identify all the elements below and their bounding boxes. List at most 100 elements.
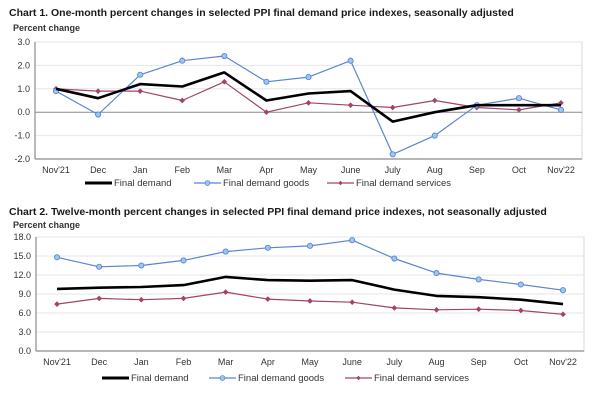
chart-2-point-final-demand-services	[96, 295, 102, 302]
chart-1-x-tick-label: Nov'21	[42, 165, 70, 175]
chart-1-x-tick-label: Aug	[427, 165, 443, 175]
chart-1-point-final-demand-goods	[347, 57, 354, 64]
chart-1-x-tick-label: Sep	[469, 165, 485, 175]
chart-2-x-tick-label: Aug	[428, 357, 444, 367]
chart-2-point-final-demand-goods	[222, 248, 229, 255]
chart-2-point-final-demand-services	[518, 307, 524, 314]
chart-2-point-final-demand-goods	[391, 255, 398, 262]
chart-1-point-final-demand-services	[516, 107, 522, 113]
chart-2-point-final-demand-services	[391, 305, 398, 311]
chart-2-plot: 18.0 15.0 12.0 9.0 6.0 3.0 0.0 Nov'21 Dec Jan Feb M…	[13, 232, 585, 384]
chart-2-x-tick-label: Feb	[176, 357, 192, 367]
chart-2-legend-item-final-demand-goods: Final demand goods	[209, 373, 324, 384]
chart-2-y-tick-label: 3.0	[18, 327, 31, 337]
chart-2-legend-label-final-demand-services: Final demand services	[374, 373, 469, 384]
chart-1-x-tick-label: Jan	[133, 165, 148, 175]
chart-2-x-tick-label: Sep	[471, 357, 487, 367]
chart-1-point-final-demand-goods	[557, 106, 565, 113]
chart-1-point-final-demand-goods	[95, 111, 102, 118]
chart-1-point-final-demand-goods	[221, 52, 228, 60]
chart-2-point-final-demand-services	[475, 306, 482, 313]
chart-2-point-final-demand-services	[349, 299, 355, 306]
chart-1-y-axis-label: Percent change	[13, 23, 81, 33]
chart-2-point-final-demand-services	[433, 307, 440, 313]
chart-2-legend-item-final-demand-services: Final demand services	[345, 373, 469, 384]
chart-1-legend-item-final-demand-services: Final demand services	[327, 178, 451, 189]
chart-2-point-final-demand-services	[138, 296, 145, 303]
chart-2-x-tick-label: Mar	[218, 357, 234, 367]
chart-1-legend-marker-final-demand-services	[338, 180, 343, 186]
chart-1-plot: 3.0 2.0 1.0 0.0 -1.0 -2.0 Nov'21 Dec Jan Feb Mar Ap…	[14, 37, 583, 189]
chart-1-point-final-demand-services	[221, 78, 228, 85]
chart-2-point-final-demand-services	[222, 289, 229, 295]
chart-1-point-final-demand-services	[347, 102, 354, 109]
chart-1-legend-label-final-demand-services: Final demand services	[356, 178, 451, 189]
chart-2-x-tick-label: Oct	[514, 357, 529, 367]
chart-1-point-final-demand-services	[305, 100, 312, 106]
chart-1-y-tick-label: 3.0	[17, 37, 30, 47]
chart-1-title: Chart 1. One-month percent changes in se…	[9, 7, 514, 19]
chart-1-y-tick-label: 0.0	[17, 107, 30, 117]
chart-1-point-final-demand-goods	[515, 95, 522, 102]
chart-1: Chart 1. One-month percent changes in se…	[0, 0, 600, 200]
chart-2-point-final-demand-goods	[306, 242, 314, 249]
chart-2-y-axis-label: Percent change	[13, 220, 81, 230]
chart-1-x-tick-label: Nov'22	[547, 165, 575, 175]
chart-2-x-tick-label: Dec	[91, 357, 108, 367]
chart-2-point-final-demand-goods	[517, 281, 524, 288]
chart-2-x-tick-label: Jan	[134, 357, 149, 367]
chart-1-y-tick-label: -2.0	[14, 154, 30, 164]
chart-1-x-tick-label: Mar	[217, 165, 233, 175]
chart-1-x-tick-label: Apr	[259, 165, 273, 175]
chart-2-point-final-demand-services	[180, 295, 187, 302]
chart-2-point-final-demand-services	[307, 298, 313, 304]
chart-2-y-tick-label: 12.0	[13, 270, 31, 280]
chart-2-point-final-demand-goods	[475, 276, 482, 283]
chart-1-point-final-demand-goods	[263, 78, 270, 85]
chart-1-x-tick-label: Feb	[174, 165, 190, 175]
chart-1-legend-item-final-demand: Final demand	[85, 178, 172, 189]
chart-2-point-final-demand-goods	[264, 244, 271, 251]
chart-1-legend-item-final-demand-goods: Final demand goods	[194, 178, 309, 189]
chart-2-x-tick-label: Nov'22	[549, 357, 577, 367]
chart-2-x-tick-label: Apr	[261, 357, 275, 367]
chart-2-point-final-demand-services	[265, 296, 271, 302]
chart-2-point-final-demand-goods	[349, 237, 356, 244]
chart-2-x-tick-label: Nov'21	[43, 357, 71, 367]
chart-2-point-final-demand-services	[54, 301, 60, 307]
chart-2-point-final-demand-goods	[96, 263, 103, 270]
chart-2-y-tick-label: 0.0	[18, 346, 31, 356]
chart-1-x-tick-label: June	[341, 165, 361, 175]
chart-1-x-tick-label: July	[385, 165, 402, 175]
chart-1-x-tick-label: Dec	[90, 165, 107, 175]
chart-1-point-final-demand-goods	[179, 57, 186, 64]
chart-1-point-final-demand-services	[389, 104, 396, 111]
chart-2-legend-marker-final-demand-goods	[219, 375, 226, 381]
chart-2-y-tick-label: 9.0	[18, 289, 31, 299]
chart-2-point-final-demand-goods	[53, 254, 61, 261]
chart-2-legend-item-final-demand: Final demand	[102, 373, 189, 384]
chart-1-legend-label-final-demand: Final demand	[114, 178, 172, 189]
chart-1-point-final-demand-services	[137, 88, 143, 94]
chart-1-line-final-demand	[55, 71, 561, 123]
chart-2-y-tick-label: 6.0	[18, 308, 31, 318]
chart-1-y-tick-label: -1.0	[14, 131, 30, 141]
chart-1-point-final-demand-services	[179, 97, 186, 104]
chart-1-point-final-demand-goods	[137, 71, 144, 78]
chart-2-title: Chart 2. Twelve-month percent changes in…	[9, 206, 547, 218]
chart-1-point-final-demand-services	[431, 97, 438, 104]
chart-2-point-final-demand-services	[560, 311, 566, 318]
chart-2-point-final-demand-goods	[433, 270, 440, 277]
chart-1-point-final-demand-goods	[389, 151, 396, 158]
chart-1-point-final-demand-goods	[431, 132, 438, 139]
chart-1-point-final-demand-services	[263, 109, 270, 116]
chart-1-point-final-demand-services	[95, 88, 101, 94]
chart-2-x-tick-label: June	[342, 357, 362, 367]
chart-2-point-final-demand-goods	[559, 287, 567, 294]
chart-2-point-final-demand-goods	[180, 257, 187, 264]
chart-2: Chart 2. Twelve-month percent changes in…	[0, 200, 600, 407]
chart-2-x-tick-label: May	[301, 357, 319, 367]
chart-2-point-final-demand-goods	[138, 262, 145, 269]
chart-2-legend-marker-final-demand-services	[356, 375, 361, 381]
chart-1-y-tick-label: 2.0	[17, 60, 30, 70]
